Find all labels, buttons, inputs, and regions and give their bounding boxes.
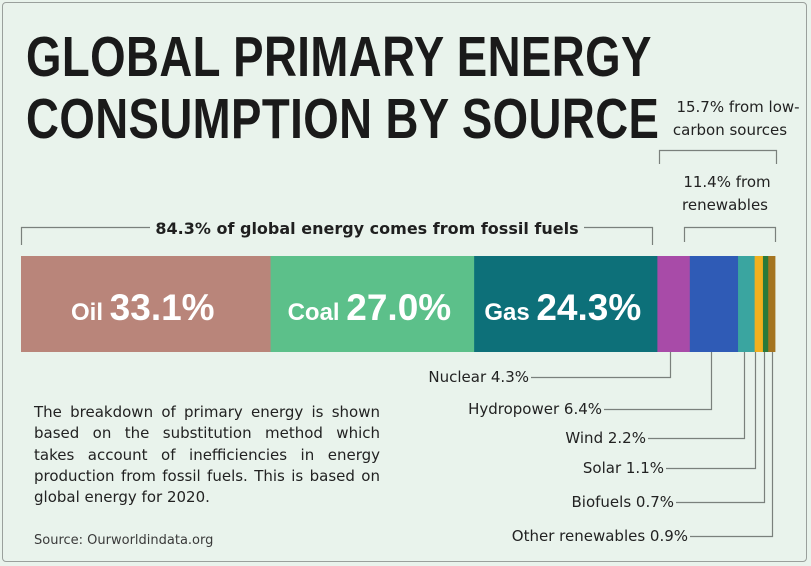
label-oil-value: 33.1% [110,287,215,328]
fossil-bracket-right [584,226,654,245]
label-gas: Gas 24.3% [484,287,641,328]
low-carbon-annotation: 15.7% from low- carbon sources [658,98,800,164]
label-coal: Coal 27.0% [288,287,452,328]
callout-labels: Nuclear 4.3% Hydropower 6.4% Wind 2.2% Sola… [428,352,774,545]
renewables-annotation: 11.4% from renewables [682,173,777,242]
leader-nuclear [531,352,672,379]
leader-other-renewables [690,352,774,538]
chart-title: GLOBAL PRIMARY ENERGY CONSUMPTION BY SOU… [26,26,659,150]
bar-biofuels [762,256,769,352]
callout-solar: Solar 1.1% [583,459,664,477]
bar-other-renewables [768,256,776,352]
bar-gas [474,256,658,352]
renewables-line-1: 11.4% from [683,173,770,191]
callout-other-renewables: Other renewables 0.9% [512,527,688,545]
bar-nuclear [657,256,691,352]
callout-nuclear: Nuclear 4.3% [428,368,529,386]
fossil-bracket-left [20,226,150,245]
leader-solar [666,352,757,470]
fossil-note: 84.3% of global energy comes from fossil… [155,219,578,238]
low-carbon-line-1: 15.7% from low- [676,98,799,116]
callout-hydropower: Hydropower 6.4% [468,400,602,418]
bar-wind [738,256,756,352]
low-carbon-bracket [658,149,778,164]
label-gas-name: Gas [484,299,536,326]
label-coal-name: Coal [288,299,347,326]
renewables-bracket [683,226,777,242]
label-coal-value: 27.0% [346,287,451,328]
callout-wind: Wind 2.2% [565,429,646,447]
inside-labels: Oil 33.1% Coal 27.0% Gas 24.3% [71,287,641,328]
fossil-annotation: 84.3% of global energy comes from fossil… [20,219,654,245]
leader-hydropower [604,352,713,411]
title-line-2: CONSUMPTION BY SOURCE [26,87,660,151]
label-oil-name: Oil [71,299,110,326]
title-line-1: GLOBAL PRIMARY ENERGY [26,25,652,89]
label-oil: Oil 33.1% [71,287,215,328]
source-credit: Source: Ourworldindata.org [34,533,214,548]
bar-oil [21,256,271,352]
leader-wind [648,352,746,440]
leader-biofuels [676,352,766,504]
methodology-note: The breakdown of primary energy is shown… [34,403,380,507]
bar-solar [754,256,764,352]
callout-biofuels: Biofuels 0.7% [572,493,675,511]
bar-segments [21,256,776,352]
bar-coal [270,256,475,352]
label-gas-value: 24.3% [536,287,641,328]
bar-hydropower [689,256,739,352]
renewables-line-2: renewables [682,196,768,214]
low-carbon-line-2: carbon sources [673,121,787,139]
